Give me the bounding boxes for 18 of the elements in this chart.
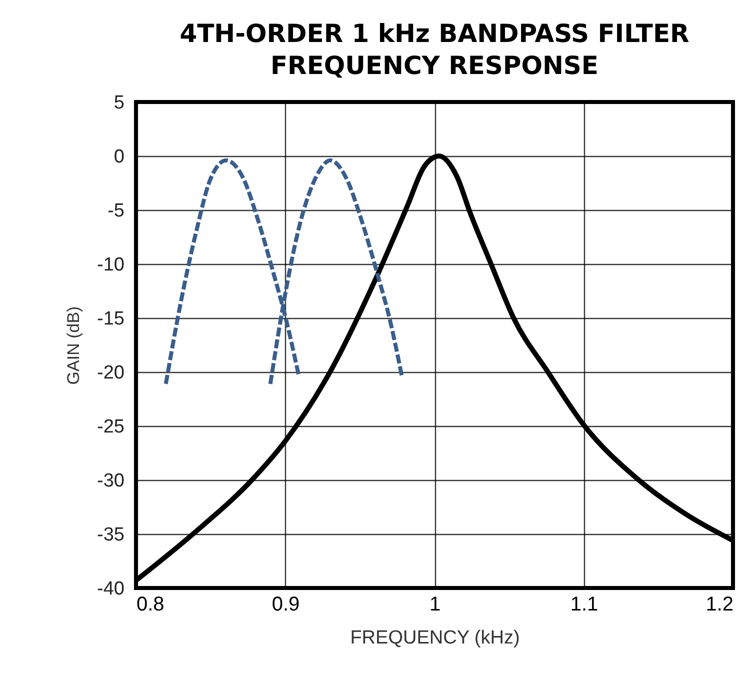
x-tick-label: 0.8 — [136, 594, 164, 616]
y-tick-label: 5 — [114, 92, 124, 114]
x-axis-title: FREQUENCY (kHz) — [350, 628, 520, 648]
y-tick-label: -25 — [97, 416, 124, 438]
y-tick-label: -30 — [97, 470, 124, 492]
x-tick-label: 0.9 — [272, 594, 300, 616]
y-tick-label: -10 — [97, 254, 124, 276]
y-tick-label: -20 — [97, 362, 124, 384]
y-axis-title: GAIN (dB) — [64, 306, 84, 385]
y-tick-label: -15 — [97, 308, 124, 330]
chart-title: 4TH-ORDER 1 kHz BANDPASS FILTER FREQUENCY RESPONSE — [180, 19, 690, 80]
y-tick-label: 0 — [114, 146, 124, 168]
x-tick-label: 1 — [429, 594, 441, 616]
y-tick-label: -40 — [97, 578, 124, 600]
x-tick-label: 1.1 — [570, 594, 598, 616]
x-tick-label: 1.2 — [706, 594, 734, 616]
y-tick-label: -35 — [97, 524, 124, 546]
y-tick-label: -5 — [108, 200, 124, 222]
